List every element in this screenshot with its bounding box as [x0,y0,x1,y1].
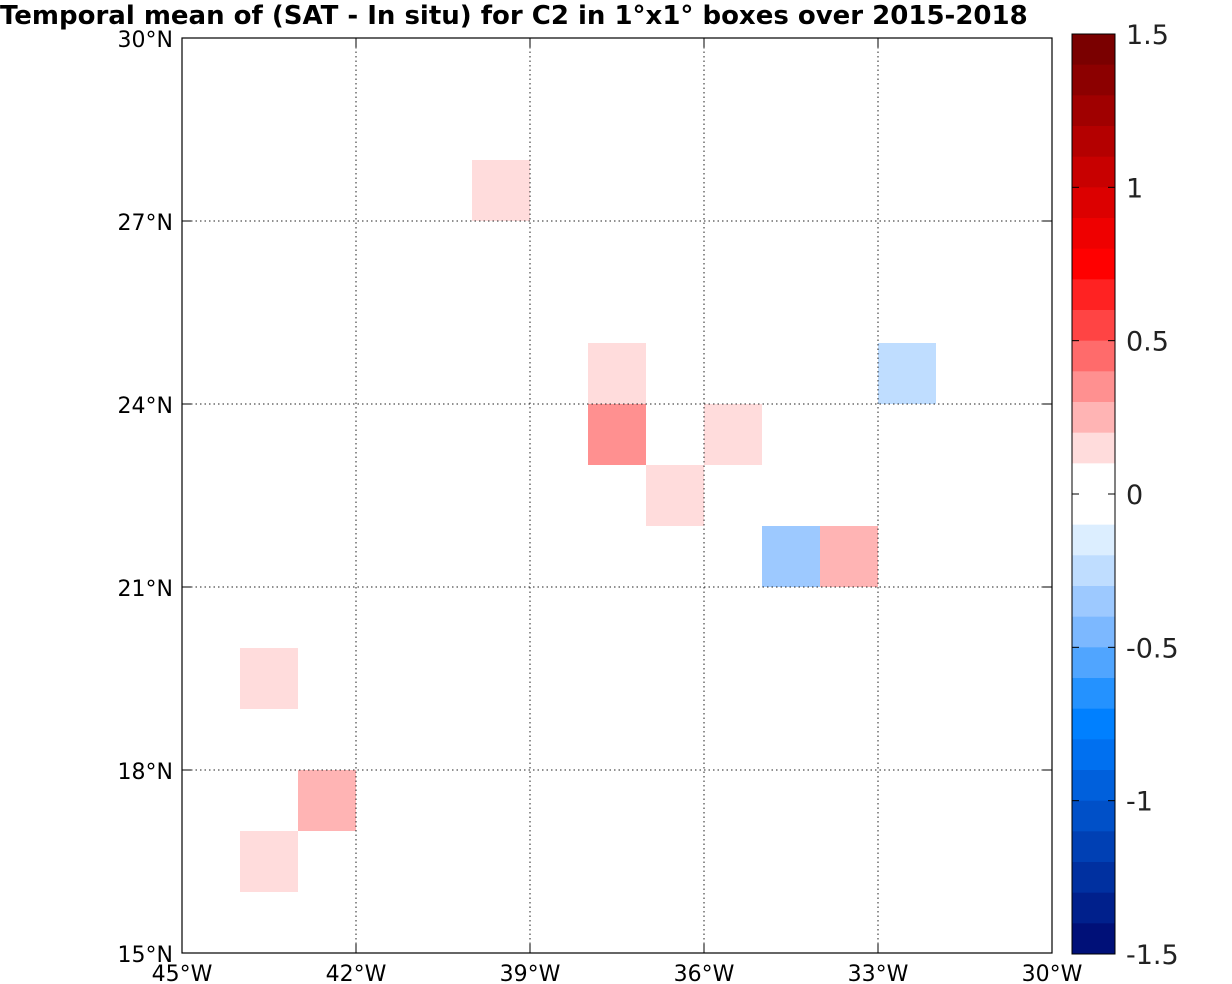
colorbar-swatch [1072,187,1115,219]
colorbar-swatch [1072,862,1115,894]
colorbar-tick-label: 0.5 [1126,327,1169,358]
x-tick-label: 36°W [674,962,735,984]
colorbar: 1.5 1 0.5 0 -0.5 -1 -1.5 [1071,20,1179,971]
colorbar-swatch [1072,156,1115,188]
y-tick-label: 18°N [118,760,173,785]
colorbar-tick-label: -1 [1126,787,1153,818]
colorbar-swatch [1072,310,1115,342]
colorbar-swatch [1072,892,1115,924]
grid-box-cell [588,343,646,404]
x-tick-label: 33°W [848,962,909,984]
grid-box-cell [298,770,356,831]
colorbar-tick-label: 1.5 [1126,20,1169,51]
grid-box-cell [762,526,820,587]
colorbar-tick-label: -1.5 [1126,940,1179,971]
colorbar-swatch [1072,678,1115,710]
grid-box-cell [240,648,298,709]
map-frame [181,37,1053,954]
colorbar-swatch [1072,402,1115,434]
colorbar-swatch [1072,126,1115,158]
y-tick-label: 30°N [118,28,173,53]
grid-box-cell [472,160,530,221]
y-tick-label: 24°N [118,394,173,419]
colorbar-swatch [1072,95,1115,127]
colorbar-swatch [1072,463,1115,495]
x-tick-label: 42°W [326,962,387,984]
colorbar-swatch [1072,248,1115,280]
grid-box-cell [240,831,298,892]
grid-box-cell [646,465,704,526]
colorbar-tick-label: -0.5 [1126,633,1179,664]
colorbar-swatch [1072,800,1115,832]
colorbar-swatch [1072,616,1115,648]
x-tick-label: 45°W [152,962,213,984]
colorbar-tick-label: 1 [1126,173,1143,204]
colorbar-swatch [1072,64,1115,96]
colorbar-swatch [1072,340,1115,372]
colorbar-swatch [1072,279,1115,311]
colorbar-swatch [1072,555,1115,587]
grid-box-cell [878,343,936,404]
colorbar-swatch [1072,371,1115,403]
colorbar-swatch [1072,831,1115,863]
y-tick-label: 15°N [118,943,173,968]
colorbar-swatch [1072,432,1115,464]
colorbar-swatch [1072,923,1115,955]
colorbar-swatch [1072,34,1115,66]
colorbar-swatch [1072,494,1115,526]
colorbar-swatch [1072,586,1115,618]
chart-title: Temporal mean of (SAT - In situ) for C2 … [0,1,1028,31]
grid-box-cell [820,526,878,587]
colorbar-swatch [1072,739,1115,771]
x-tick-label: 30°W [1022,962,1083,984]
y-tick-label: 21°N [118,577,173,602]
grid-box-cell [588,404,646,465]
colorbar-swatch [1072,524,1115,556]
colorbar-swatch [1072,647,1115,679]
plot-area: 45°W 42°W 39°W 36°W 33°W 30°W 15°N 18°N 21°N 24°N… [118,28,1083,984]
y-tick-label: 27°N [118,211,173,236]
colorbar-swatch [1072,708,1115,740]
grid-box-cell [704,404,762,465]
colorbar-swatch [1072,218,1115,250]
colorbar-tick-label: 0 [1126,480,1143,511]
colorbar-swatch [1072,770,1115,802]
x-tick-label: 39°W [500,962,561,984]
